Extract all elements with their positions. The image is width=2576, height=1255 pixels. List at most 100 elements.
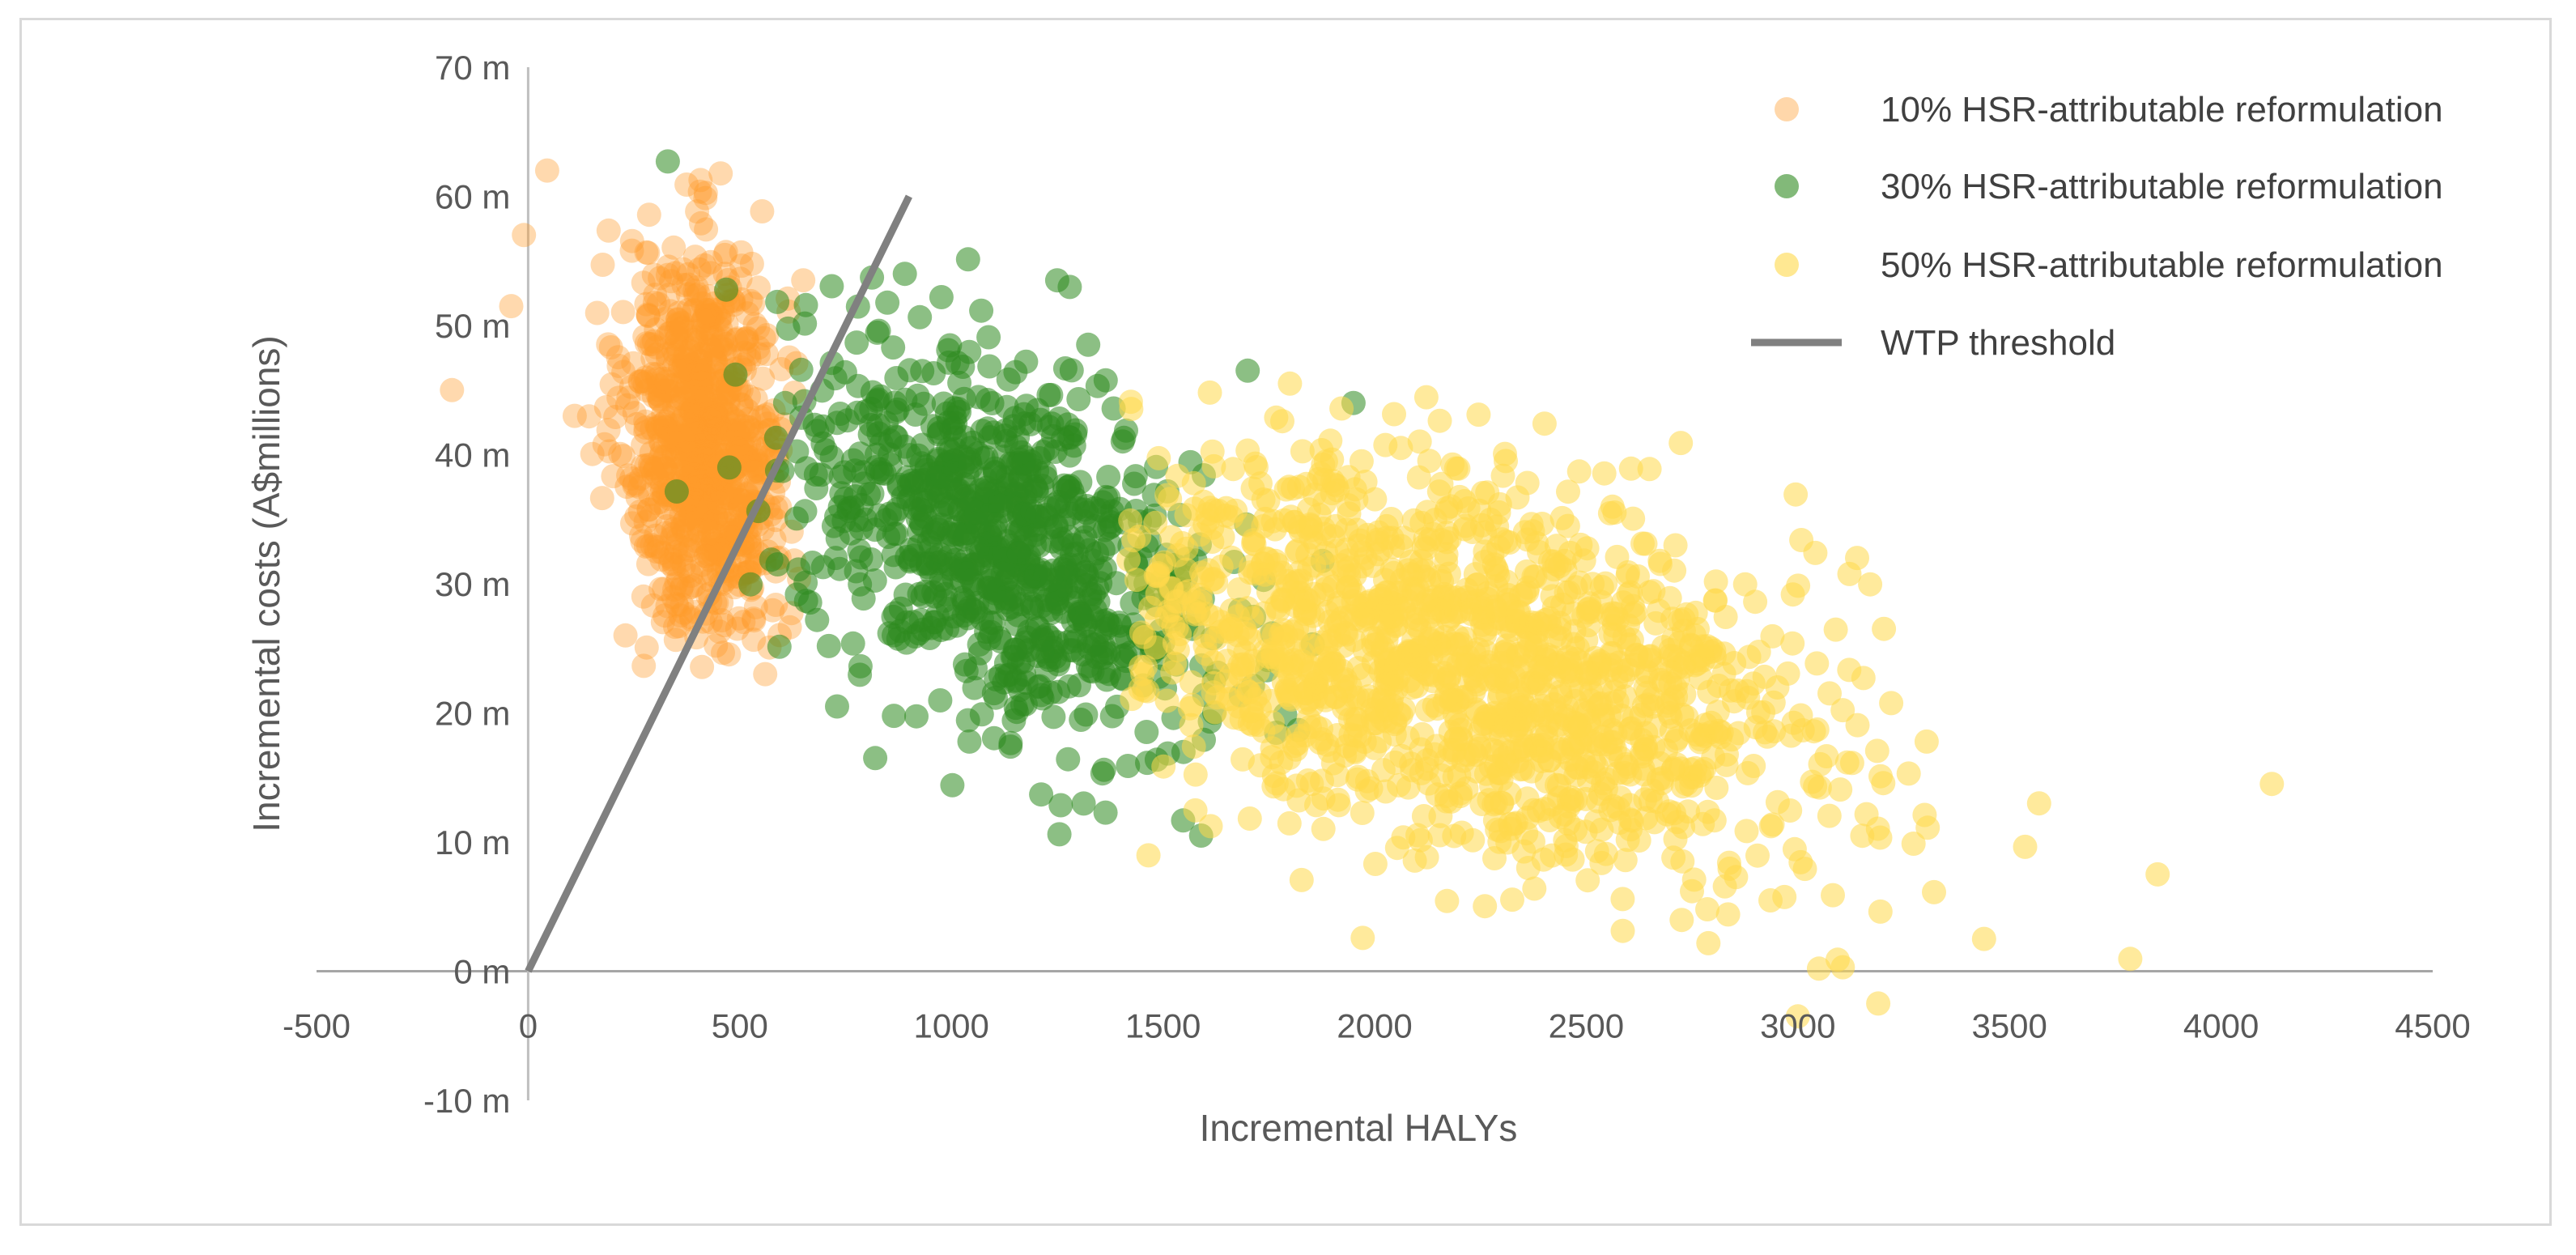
scatter-point [690, 654, 715, 679]
scatter-point [715, 381, 740, 406]
legend-marker-30pct [1775, 174, 1799, 198]
scatter-point [1575, 868, 1600, 893]
scatter-point [690, 560, 715, 585]
scatter-point [657, 551, 682, 576]
scatter-point [666, 614, 691, 639]
scatter-point [687, 521, 712, 545]
scatter-point [904, 704, 929, 729]
scatter-point [1143, 510, 1168, 535]
scatter-point [694, 385, 719, 410]
scatter-point [869, 461, 895, 486]
y-tick-label: 20 m [435, 695, 510, 733]
scatter-point [1814, 744, 1839, 768]
scatter-point [1470, 712, 1495, 737]
scatter-point [622, 471, 647, 496]
scatter-point [687, 446, 712, 471]
scatter-point [1616, 657, 1641, 683]
scatter-point [1544, 534, 1569, 559]
scatter-point [1858, 572, 1883, 597]
scatter-point [743, 594, 768, 619]
scatter-point [2026, 791, 2051, 816]
scatter-point [639, 456, 664, 481]
scatter-point [674, 448, 699, 473]
scatter-point [1690, 759, 1715, 785]
scatter-point [765, 289, 790, 314]
scatter-point [825, 694, 849, 719]
scatter-point [663, 540, 688, 564]
scatter-point [1655, 802, 1680, 827]
scatter-point [1277, 662, 1303, 687]
scatter-point [712, 520, 737, 545]
scatter-point [882, 601, 908, 626]
scatter-point [1281, 580, 1306, 605]
scatter-point [650, 366, 675, 391]
legend-item-wtp: WTP threshold [1751, 323, 2115, 363]
scatter-point [666, 338, 691, 364]
scatter-point [1276, 679, 1301, 704]
scatter-point [644, 342, 670, 367]
scatter-point [1641, 579, 1666, 604]
scatter-point [704, 504, 729, 530]
scatter-point [704, 419, 729, 444]
scatter-point [708, 415, 732, 440]
scatter-point [650, 453, 675, 479]
scatter-point [686, 282, 711, 307]
scatter-point [893, 434, 917, 459]
scatter-point [662, 372, 687, 398]
scatter-point [688, 348, 713, 373]
scatter-point [1567, 730, 1592, 755]
scatter-point [1549, 505, 1575, 530]
scatter-point [671, 519, 696, 543]
scatter-point [690, 508, 715, 534]
scatter-point [601, 464, 626, 489]
scatter-point [725, 423, 750, 448]
scatter-point [653, 415, 678, 440]
scatter-point [1529, 512, 1554, 536]
scatter-point [1630, 744, 1655, 769]
scatter-point [802, 412, 827, 437]
scatter-point [734, 421, 759, 445]
scatter-point [670, 257, 695, 282]
scatter-point [1491, 745, 1516, 770]
scatter-point [940, 772, 965, 798]
scatter-point [816, 633, 841, 658]
scatter-point [1151, 754, 1176, 779]
scatter-point [1120, 590, 1145, 615]
scatter-point [1530, 693, 1555, 718]
scatter-point [708, 334, 733, 359]
scatter-point [1066, 387, 1091, 411]
scatter-point [687, 179, 712, 204]
scatter-point [646, 291, 671, 317]
legend-label-wtp: WTP threshold [1881, 323, 2115, 363]
scatter-point [1866, 991, 1891, 1016]
scatter-point [1506, 600, 1530, 625]
scatter-point [1461, 679, 1486, 704]
x-tick-label: 4500 [2395, 1007, 2470, 1045]
scatter-point [731, 610, 756, 635]
scatter-point [1663, 533, 1688, 558]
x-tick-label: 3000 [1760, 1007, 1835, 1045]
scatter-point [698, 407, 722, 432]
scatter-point [957, 729, 982, 754]
scatter-point [702, 416, 727, 441]
scatter-point [744, 443, 768, 468]
x-tick-label: 0 [519, 1007, 538, 1045]
scatter-point [688, 439, 713, 464]
scatter-point [694, 543, 719, 568]
scatter-point [654, 369, 679, 394]
scatter-point [733, 419, 758, 444]
scatter-point [652, 445, 677, 470]
scatter-point [1402, 848, 1427, 873]
scatter-point [1231, 747, 1255, 772]
scatter-point [907, 519, 932, 544]
x-tick-label: 3500 [1971, 1007, 2047, 1045]
scatter-point [805, 607, 830, 632]
scatter-point [1020, 499, 1045, 524]
scatter-point [687, 389, 712, 415]
scatter-point [645, 366, 670, 391]
scatter-point [685, 330, 709, 355]
scatter-point [693, 460, 718, 485]
scatter-point [1237, 806, 1262, 831]
scatter-point [651, 402, 676, 427]
scatter-point [714, 432, 739, 457]
